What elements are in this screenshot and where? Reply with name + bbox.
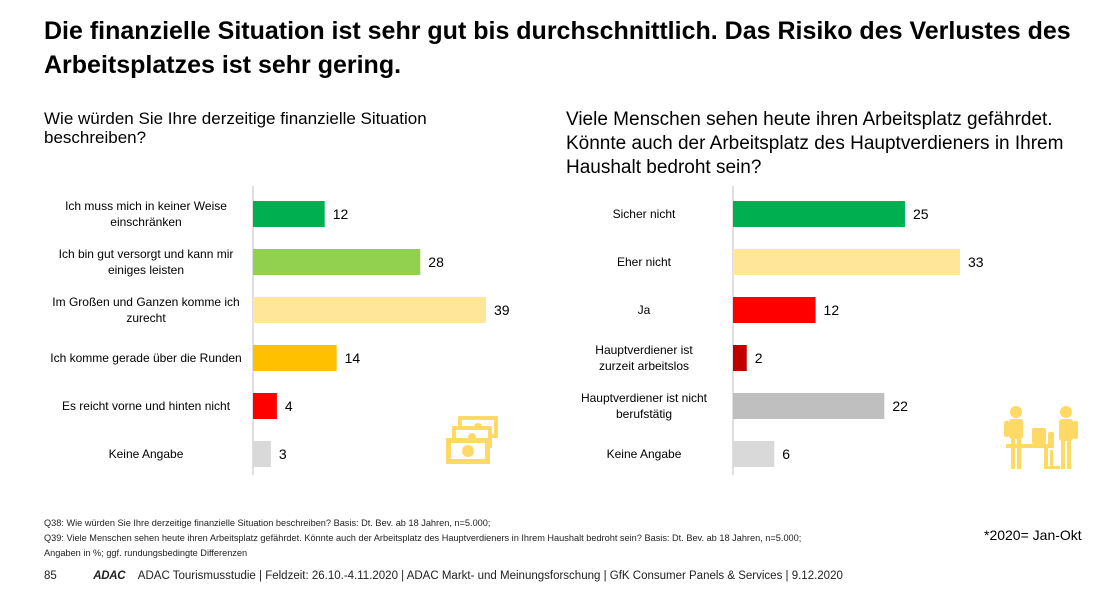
footnote-q39: Q39: Viele Menschen sehen heute ihren Ar… xyxy=(44,533,802,543)
page-title: Die finanzielle Situation ist sehr gut b… xyxy=(44,17,1071,79)
data-label: 28 xyxy=(428,254,444,270)
bar xyxy=(733,297,816,323)
data-label: 25 xyxy=(913,206,929,222)
data-label: 14 xyxy=(345,350,361,366)
bar xyxy=(733,441,775,467)
adac-logo: ADAC xyxy=(93,570,126,582)
category-label: Hauptverdiener ist nicht berufstätig xyxy=(581,391,708,421)
data-label: 12 xyxy=(333,206,349,222)
data-label: 4 xyxy=(285,398,293,414)
category-label: Ich muss mich in keiner Weise einschränke… xyxy=(65,199,227,229)
chart-financial-situation: 12 Ich muss mich in keiner Weise einschrän… xyxy=(50,186,510,475)
footer: 85 ADAC ADAC Tourismusstudie | Feldzeit:… xyxy=(44,570,843,582)
page-number: 85 xyxy=(44,570,57,582)
bar xyxy=(253,345,337,371)
bar xyxy=(733,345,747,371)
footer-text: ADAC Tourismusstudie | Feldzeit: 26.10.-… xyxy=(137,570,843,582)
footnote-q38: Q38: Wie würden Sie Ihre derzeitige fina… xyxy=(44,518,491,528)
category-label: Keine Angabe xyxy=(109,447,184,461)
bar xyxy=(253,201,325,227)
category-label: Ich komme gerade über die Runden xyxy=(50,351,241,365)
category-label: Im Großen und Ganzen komme ich zurecht xyxy=(52,295,239,325)
bar xyxy=(733,393,885,419)
office-workers-icon xyxy=(1004,406,1078,469)
bar xyxy=(253,249,421,275)
period-note: *2020= Jan-Okt xyxy=(984,527,1082,543)
data-label: 12 xyxy=(824,302,840,318)
chart-job-risk: 25 Sicher nicht 33 Eher nicht 12 Ja 2 Hauptverd… xyxy=(581,186,984,475)
data-label: 3 xyxy=(279,446,287,462)
bar xyxy=(733,249,960,275)
category-label: Ich bin gut versorgt und kann mir einiges… xyxy=(59,247,234,277)
data-label: 2 xyxy=(755,350,763,366)
category-label: Hauptverdiener ist zurzeit arbeitslos xyxy=(595,343,693,373)
data-label: 6 xyxy=(782,446,790,462)
bar xyxy=(733,201,905,227)
question-left: Wie würden Sie Ihre derzeitige finanziel… xyxy=(44,109,427,147)
money-bills-icon xyxy=(446,416,498,464)
category-label: Es reicht vorne und hinten nicht xyxy=(62,399,231,413)
bar xyxy=(253,297,486,323)
category-label: Sicher nicht xyxy=(613,207,676,221)
footnote-units: Angaben in %; ggf. rundungsbedingte Diff… xyxy=(44,548,248,558)
category-label: Keine Angabe xyxy=(607,447,682,461)
category-label: Ja xyxy=(638,303,651,317)
footnotes: Q38: Wie würden Sie Ihre derzeitige fina… xyxy=(44,516,974,561)
category-label: Eher nicht xyxy=(617,255,672,269)
bar xyxy=(253,441,271,467)
question-right: Viele Menschen sehen heute ihren Arbeits… xyxy=(566,109,1064,178)
bar xyxy=(253,393,277,419)
data-label: 39 xyxy=(494,302,510,318)
data-label: 33 xyxy=(968,254,984,270)
data-label: 22 xyxy=(892,398,908,414)
